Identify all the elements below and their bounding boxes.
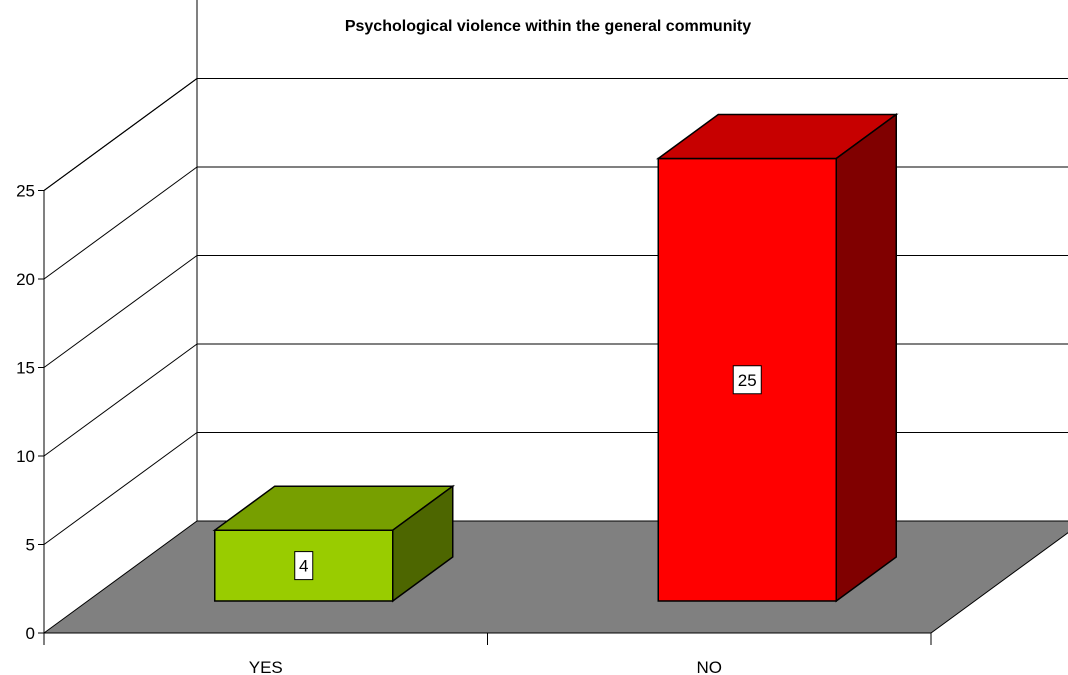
x-tick-label: NO [697, 658, 723, 675]
x-tick-label: YES [249, 658, 283, 675]
gridline-side [43, 166, 198, 280]
data-label-box [732, 365, 762, 395]
data-label: 25 [738, 371, 757, 390]
data-label: 4 [299, 557, 308, 576]
gridlines [43, 78, 1068, 545]
gridline-side [43, 255, 198, 368]
bar-side [835, 113, 897, 603]
y-tick-label: 5 [26, 536, 35, 555]
chart-title: Psychological violence within the genera… [345, 18, 751, 35]
data-label-box [294, 551, 314, 581]
chart-floor [42, 520, 1068, 634]
category-axis: YES NO [43, 632, 932, 675]
chart-walls [42, 0, 1068, 634]
y-tick-label: 25 [16, 182, 35, 201]
bar-yes: 4 [212, 484, 456, 603]
value-axis: 0 5 10 15 20 25 [16, 182, 44, 643]
y-tick-label: 10 [16, 447, 35, 466]
gridline-side [43, 432, 198, 545]
y-tick-label: 15 [16, 359, 35, 378]
gridline-side-top [43, 78, 198, 191]
gridline-side [43, 343, 198, 457]
bar-no: 25 [655, 113, 899, 603]
y-tick-label: 0 [26, 624, 35, 643]
bars: 4 25 [212, 113, 899, 603]
y-tick-label: 20 [16, 270, 35, 289]
bar-side [392, 484, 454, 603]
